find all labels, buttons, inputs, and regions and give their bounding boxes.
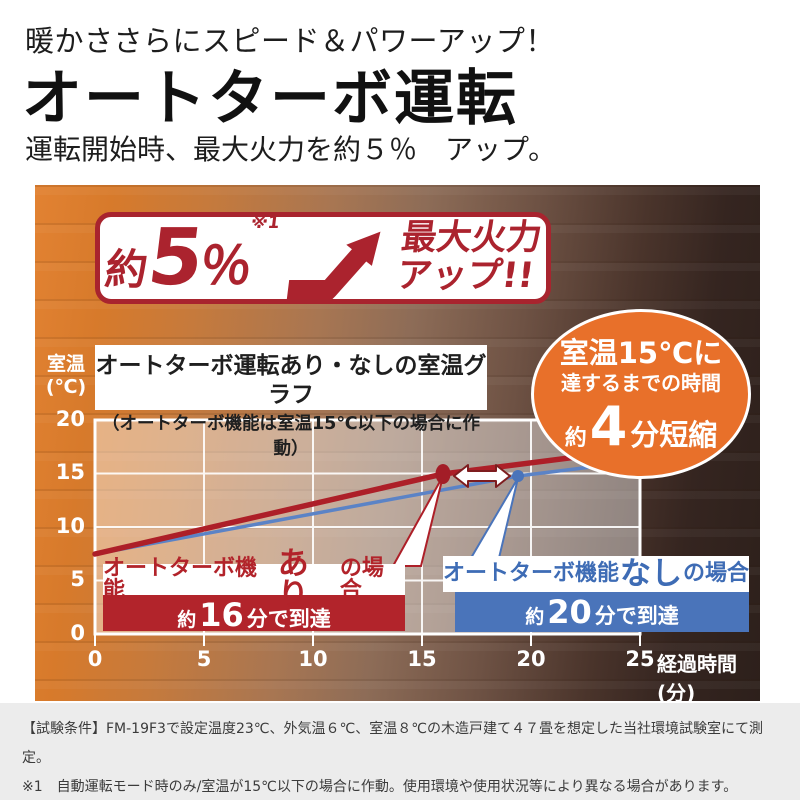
- bubble-line2: 達するまでの時間: [561, 370, 721, 395]
- bubble-minutes: 4: [589, 394, 628, 458]
- x-tick-5: 5: [196, 647, 212, 671]
- chart-subtitle: （オートターボ機能は室温15℃以下の場合に作動）: [101, 413, 481, 459]
- y-tick-20: 20: [55, 407, 85, 431]
- page-title: オートターボ運転: [22, 64, 518, 134]
- callout-with-suffix: の場合: [339, 555, 384, 603]
- callout-without-approx: 約: [525, 606, 545, 628]
- callout-with-turbo-title: オートターボ機能 あり の場合: [103, 548, 405, 610]
- double-arrow-icon: [453, 464, 511, 488]
- callout-with-turbo-time: 約 16 分で到達: [103, 595, 405, 631]
- callout-without-minutes: 20: [547, 593, 592, 631]
- callout-without-turbo-time: 約 20 分で到達: [455, 592, 749, 632]
- y-axis-title-line2: (℃): [45, 375, 87, 398]
- callout-with-emphasis: あり: [277, 545, 309, 613]
- x-tick-25: 25: [625, 647, 655, 671]
- x-tick-20: 20: [516, 647, 546, 671]
- tagline: 暖かささらにスピード＆パワーアップ！: [25, 24, 555, 58]
- callout-with-unit: 分で到達: [246, 607, 331, 631]
- x-tick-10: 10: [298, 647, 328, 671]
- page-subtitle: 運転開始時、最大火力を約５％ アップ。: [25, 133, 557, 166]
- hero-image: 約 5 ％ ※1 最大火力 アップ!! 室温 (℃) オートターボ運転あり・なしの室…: [35, 185, 760, 701]
- y-axis-title: 室温 (℃): [37, 353, 95, 399]
- x-tick-0: 0: [87, 647, 103, 671]
- footnote-line-2: ※1 自動運転モード時のみ/室温が15℃以下の場合に作動。使用環境や使用状況等に…: [22, 779, 738, 795]
- x-axis-title: 経過時間(分): [657, 652, 737, 701]
- callout-pointer-with: [391, 475, 444, 567]
- callout-without-suffix: の場合: [683, 561, 750, 586]
- time-saved-bubble: 室温15℃に 達するまでの時間 約 4 分短縮: [531, 309, 751, 479]
- y-axis-title-line1: 室温: [46, 353, 85, 375]
- footnotes: 【試験条件】FM-19F3で設定温度23℃、外気温６℃、室温８℃の木造戸建て４７…: [0, 703, 800, 800]
- y-tick-0: 0: [70, 621, 85, 645]
- power-up-badge-content: 約 5 ％ ※1 最大火力 アップ!!: [95, 213, 551, 303]
- footnote-line-1: 【試験条件】FM-19F3で設定温度23℃、外気温６℃、室温８℃の木造戸建て４７…: [22, 721, 763, 766]
- bubble-suffix: 分短縮: [630, 417, 718, 452]
- callout-without-unit: 分で到達: [594, 604, 679, 628]
- x-tick-15: 15: [407, 647, 437, 671]
- data-point-with-turbo: [435, 464, 451, 484]
- callout-with-approx: 約: [177, 609, 197, 631]
- callout-without-turbo-title: オートターボ機能 なし の場合: [443, 556, 749, 592]
- y-tick-10: 10: [55, 514, 85, 538]
- y-tick-15: 15: [55, 460, 85, 484]
- chart-title: オートターボ運転あり・なしの室温グラフ: [95, 353, 487, 408]
- callout-without-prefix: オートターボ機能: [443, 561, 620, 586]
- chart-title-box: オートターボ運転あり・なしの室温グラフ （オートターボ機能は室温15℃以下の場合…: [95, 345, 487, 459]
- bubble-approx: 約: [564, 425, 587, 451]
- callout-with-minutes: 16: [199, 596, 244, 634]
- power-up-badge: 約 5 ％ ※1 最大火力 アップ!!: [95, 212, 551, 304]
- rise-arrow-icon: [286, 231, 381, 300]
- axis-ticks: [94, 634, 641, 646]
- bubble-line1: 室温15℃に: [559, 336, 723, 370]
- y-tick-5: 5: [70, 567, 85, 591]
- data-point-without-turbo: [512, 470, 524, 482]
- callout-with-prefix: オートターボ機能: [103, 555, 258, 603]
- bubble-minutes-row: 約 4 分短縮: [534, 394, 748, 458]
- callout-without-emphasis: なし: [620, 555, 682, 592]
- callout-without-turbo: オートターボ機能 なし の場合 約 20 分で到達: [443, 556, 749, 632]
- callout-with-turbo: オートターボ機能 あり の場合 約 16 分で到達: [103, 548, 405, 631]
